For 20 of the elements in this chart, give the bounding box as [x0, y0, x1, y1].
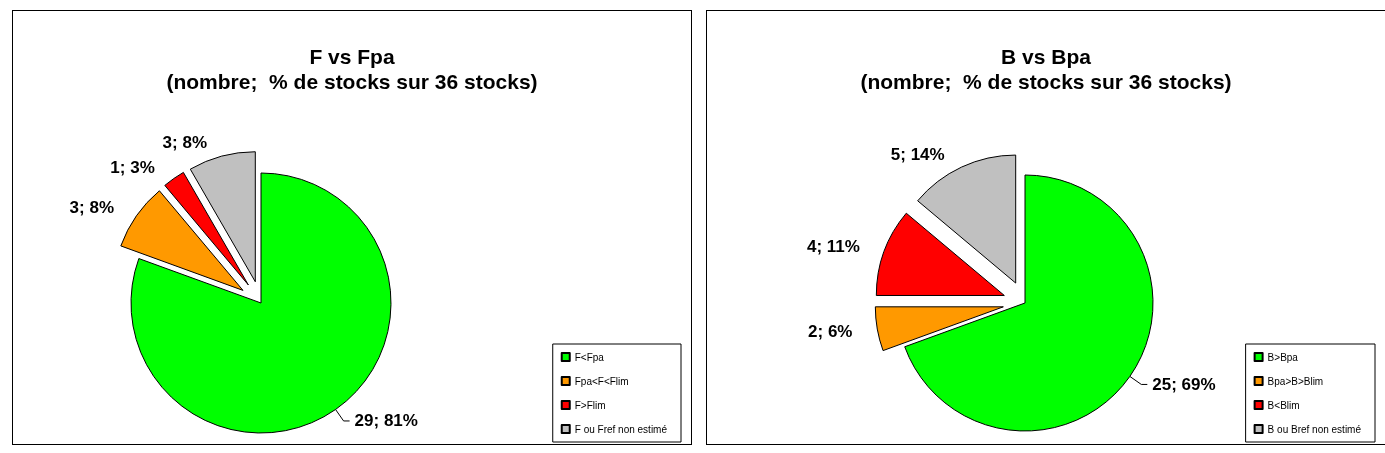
data-label: 5; 14%	[890, 144, 945, 164]
data-label: 29; 81%	[354, 411, 418, 431]
chart-subtitle: (nombre; % de stocks sur 36 stocks)	[166, 70, 538, 93]
chart-subtitle: (nombre; % de stocks sur 36 stocks)	[860, 70, 1232, 93]
legend-label: Fpa<F<Flim	[574, 375, 629, 387]
data-label: 2; 6%	[808, 321, 853, 341]
data-label: 3; 8%	[162, 133, 208, 153]
data-label: 3; 8%	[69, 198, 115, 218]
legend-label: B ou Bref non estimé	[1267, 423, 1362, 435]
legend-label: B<Blim	[1267, 399, 1300, 411]
legend-label: F<Fpa	[574, 351, 605, 363]
legend-label: F ou Fref non estimé	[574, 423, 668, 435]
data-label: 4; 11%	[806, 237, 860, 257]
chart-title: B vs Bpa	[1001, 45, 1092, 68]
legend-label: F>Flim	[574, 399, 606, 411]
legend-label: Bpa>B>Blim	[1267, 375, 1324, 387]
chart-title: F vs Fpa	[309, 45, 395, 68]
data-label: 25; 69%	[1152, 374, 1216, 394]
legend-label: B>Bpa	[1267, 351, 1299, 363]
data-label: 1; 3%	[110, 157, 155, 177]
